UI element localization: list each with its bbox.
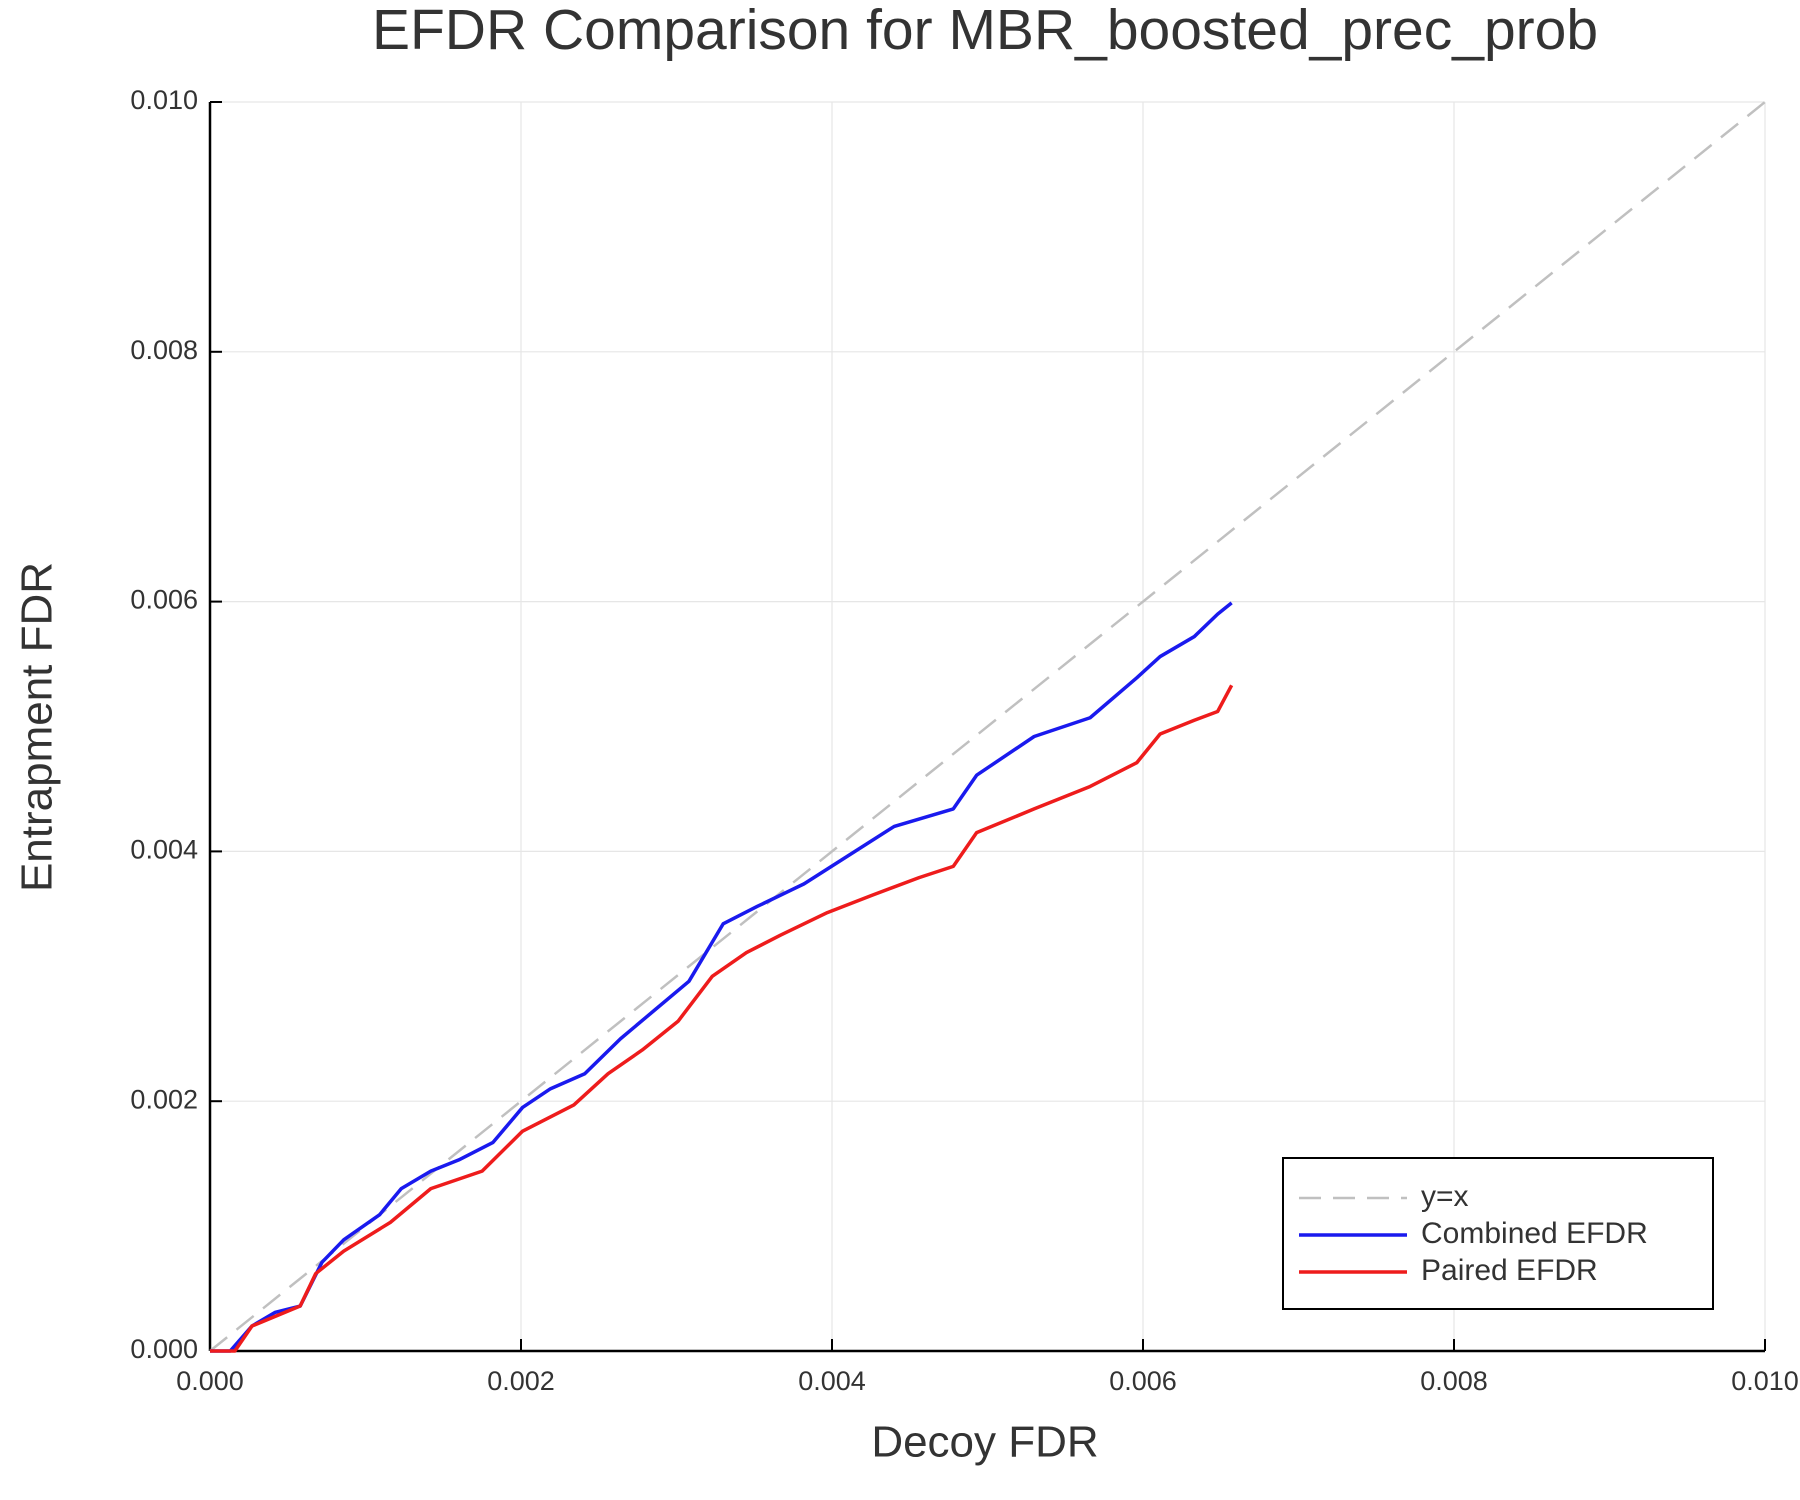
- y-axis-label: Entrapment FDR: [13, 562, 62, 892]
- y-tick-label: 0.004: [130, 835, 198, 865]
- legend-box: [1282, 1157, 1714, 1310]
- x-tick-label: 0.000: [176, 1366, 244, 1396]
- legend-label: y=x: [1421, 1180, 1469, 1213]
- x-tick-label: 0.006: [1109, 1366, 1177, 1396]
- chart-title: EFDR Comparison for MBR_boosted_prec_pro…: [372, 0, 1598, 62]
- legend-label: Paired EFDR: [1421, 1254, 1598, 1287]
- x-tick-label: 0.008: [1420, 1366, 1488, 1396]
- y-tick-label: 0.006: [130, 585, 198, 615]
- x-tick-label: 0.010: [1731, 1366, 1799, 1396]
- y-tick-label: 0.000: [130, 1334, 198, 1364]
- y-tick-label: 0.008: [130, 335, 198, 365]
- x-axis-label: Decoy FDR: [871, 1418, 1098, 1467]
- series-line: [210, 601, 1233, 1353]
- y-tick-label: 0.002: [130, 1084, 198, 1114]
- x-tick-label: 0.002: [487, 1366, 555, 1396]
- series-line: [210, 684, 1234, 1353]
- y-tick-label: 0.010: [130, 85, 198, 115]
- x-tick-label: 0.004: [798, 1366, 866, 1396]
- series-line: [209, 101, 1766, 1352]
- legend-label: Combined EFDR: [1421, 1217, 1648, 1250]
